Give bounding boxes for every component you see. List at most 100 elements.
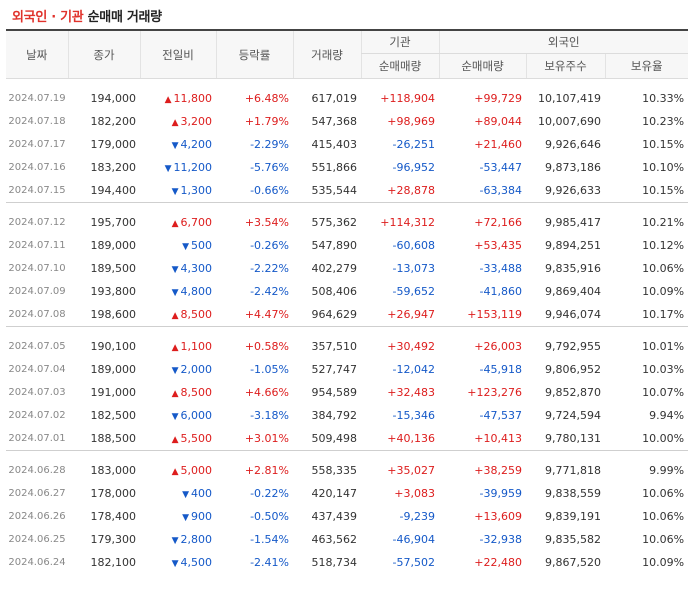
cell-close: 198,600 — [90, 308, 137, 321]
cell-volume: 547,368 — [311, 115, 358, 128]
table-row: 2024.06.24 182,100 ▼ 4,500 -2.41% 518,734 -57,… — [6, 551, 688, 574]
cell-foreign-ratio: 10.17% — [642, 308, 685, 321]
cell-foreign-net: +123,276 — [467, 386, 522, 399]
cell-rate: -1.54% — [250, 533, 289, 546]
cell-rate: -2.29% — [250, 138, 289, 151]
table-row: 2024.06.26 178,400 ▼ 900 -0.50% 437,439 -9,239… — [6, 505, 688, 528]
cell-volume: 964,629 — [311, 308, 358, 321]
cell-rate: -2.42% — [250, 285, 289, 298]
table-row: 2024.06.28 183,000 ▲ 5,000 +2.81% 558,335 +35,… — [6, 459, 688, 482]
cell-rate: +3.54% — [244, 216, 289, 229]
triangle-down-icon: ▼ — [182, 242, 189, 252]
cell-foreign-net: -32,938 — [479, 533, 522, 546]
cell-change: ▲ 8,500 — [140, 381, 216, 404]
cell-close: 178,000 — [90, 487, 137, 500]
cell-foreign-ratio: 10.12% — [642, 239, 685, 252]
cell-rate: -1.05% — [250, 363, 289, 376]
cell-foreign-net: -39,959 — [479, 487, 522, 500]
cell-foreign-ratio: 10.15% — [642, 138, 685, 151]
cell-foreign-hold: 9,894,251 — [545, 239, 601, 252]
table-row: 2024.06.25 179,300 ▼ 2,800 -1.54% 463,562 -46,… — [6, 528, 688, 551]
group-spacer — [6, 326, 689, 335]
cell-foreign-hold: 9,792,955 — [545, 340, 601, 353]
cell-rate: -0.50% — [250, 510, 289, 523]
cell-foreign-ratio: 10.00% — [642, 432, 685, 445]
col-date: 날짜 — [6, 30, 68, 79]
col-volume: 거래량 — [292, 30, 361, 79]
triangle-down-icon: ▼ — [164, 164, 172, 174]
cell-foreign-net: -47,537 — [479, 409, 522, 422]
triangle-up-icon: ▲ — [171, 435, 179, 445]
cell-foreign-net: -33,488 — [479, 262, 522, 275]
cell-foreign-hold: 9,724,594 — [545, 409, 601, 422]
cell-foreign-net: +22,480 — [474, 556, 522, 569]
cell-close: 190,100 — [90, 340, 137, 353]
cell-foreign-hold: 9,838,559 — [545, 487, 601, 500]
cell-foreign-ratio: 10.03% — [642, 363, 685, 376]
cell-foreign-hold: 9,867,520 — [545, 556, 601, 569]
table-row: 2024.06.27 178,000 ▼ 400 -0.22% 420,147 +3,083… — [6, 482, 688, 505]
triangle-down-icon: ▼ — [182, 513, 189, 523]
cell-inst-net: +3,083 — [394, 487, 435, 500]
cell-change: ▼ 4,500 — [140, 551, 216, 574]
cell-rate: -2.22% — [250, 262, 289, 275]
cell-foreign-hold: 9,839,191 — [545, 510, 601, 523]
cell-close: 191,000 — [90, 386, 137, 399]
cell-inst-net: -9,239 — [399, 510, 435, 523]
triangle-down-icon: ▼ — [171, 559, 179, 569]
table-row: 2024.07.03 191,000 ▲ 8,500 +4.66% 954,589 +32,… — [6, 381, 688, 404]
cell-change: ▲ 1,100 — [140, 335, 216, 358]
change-value: 8,500 — [180, 386, 213, 399]
table-row: 2024.07.10 189,500 ▼ 4,300 -2.22% 402,279 -13,… — [6, 257, 688, 280]
cell-rate: -2.41% — [250, 556, 289, 569]
change-value: 11,800 — [173, 92, 213, 105]
cell-close: 183,000 — [90, 464, 137, 477]
cell-inst-net: +40,136 — [387, 432, 435, 445]
cell-foreign-hold: 9,985,417 — [545, 216, 601, 229]
cell-close: 189,500 — [90, 262, 137, 275]
cell-foreign-ratio: 10.10% — [642, 161, 685, 174]
cell-date: 2024.07.16 — [8, 162, 66, 173]
cell-volume: 357,510 — [311, 340, 358, 353]
cell-foreign-net: -53,447 — [479, 161, 522, 174]
cell-date: 2024.06.28 — [8, 465, 66, 476]
col-group-institution: 기관 — [360, 30, 439, 54]
cell-change: ▼ 2,800 — [140, 528, 216, 551]
col-inst-net: 순매매량 — [360, 53, 439, 79]
cell-change: ▲ 5,000 — [140, 459, 216, 482]
cell-inst-net: +30,492 — [387, 340, 435, 353]
triangle-down-icon: ▼ — [171, 187, 179, 197]
cell-date: 2024.07.19 — [8, 93, 66, 104]
cell-inst-net: +98,969 — [387, 115, 435, 128]
cell-change: ▲ 8,500 — [140, 303, 216, 327]
cell-inst-net: +35,027 — [387, 464, 435, 477]
cell-change: ▲ 6,700 — [140, 211, 216, 234]
cell-foreign-net: +13,609 — [474, 510, 522, 523]
table-row: 2024.07.11 189,000 ▼ 500 -0.26% 547,890 -60,60… — [6, 234, 688, 257]
table-row: 2024.07.01 188,500 ▲ 5,500 +3.01% 509,498 +40,… — [6, 427, 688, 451]
change-value: 6,700 — [180, 216, 213, 229]
change-value: 3,200 — [180, 115, 213, 128]
cell-foreign-ratio: 10.33% — [642, 92, 685, 105]
cell-foreign-net: +153,119 — [467, 308, 522, 321]
cell-volume: 437,439 — [311, 510, 358, 523]
cell-date: 2024.07.03 — [8, 387, 66, 398]
cell-volume: 508,406 — [311, 285, 358, 298]
table-row: 2024.07.15 194,400 ▼ 1,300 -0.66% 535,544 +28,… — [6, 179, 688, 203]
cell-foreign-net: +26,003 — [474, 340, 522, 353]
cell-foreign-ratio: 10.06% — [642, 262, 685, 275]
cell-close: 189,000 — [90, 239, 137, 252]
cell-foreign-net: +10,413 — [474, 432, 522, 445]
cell-foreign-ratio: 10.09% — [642, 556, 685, 569]
cell-foreign-net: +53,435 — [474, 239, 522, 252]
cell-volume: 535,544 — [311, 184, 358, 197]
cell-close: 179,300 — [90, 533, 137, 546]
cell-foreign-net: -63,384 — [479, 184, 522, 197]
cell-change: ▲ 5,500 — [140, 427, 216, 451]
table-row: 2024.07.09 193,800 ▼ 4,800 -2.42% 508,406 -59,… — [6, 280, 688, 303]
cell-rate: -0.66% — [250, 184, 289, 197]
cell-volume: 575,362 — [311, 216, 358, 229]
table-row: 2024.07.08 198,600 ▲ 8,500 +4.47% 964,629 +26,… — [6, 303, 688, 327]
cell-close: 179,000 — [90, 138, 137, 151]
trading-table: 날짜 종가 전일비 등락률 거래량 기관 외국인 순매매량 순매매량 보유주수 … — [6, 29, 689, 574]
